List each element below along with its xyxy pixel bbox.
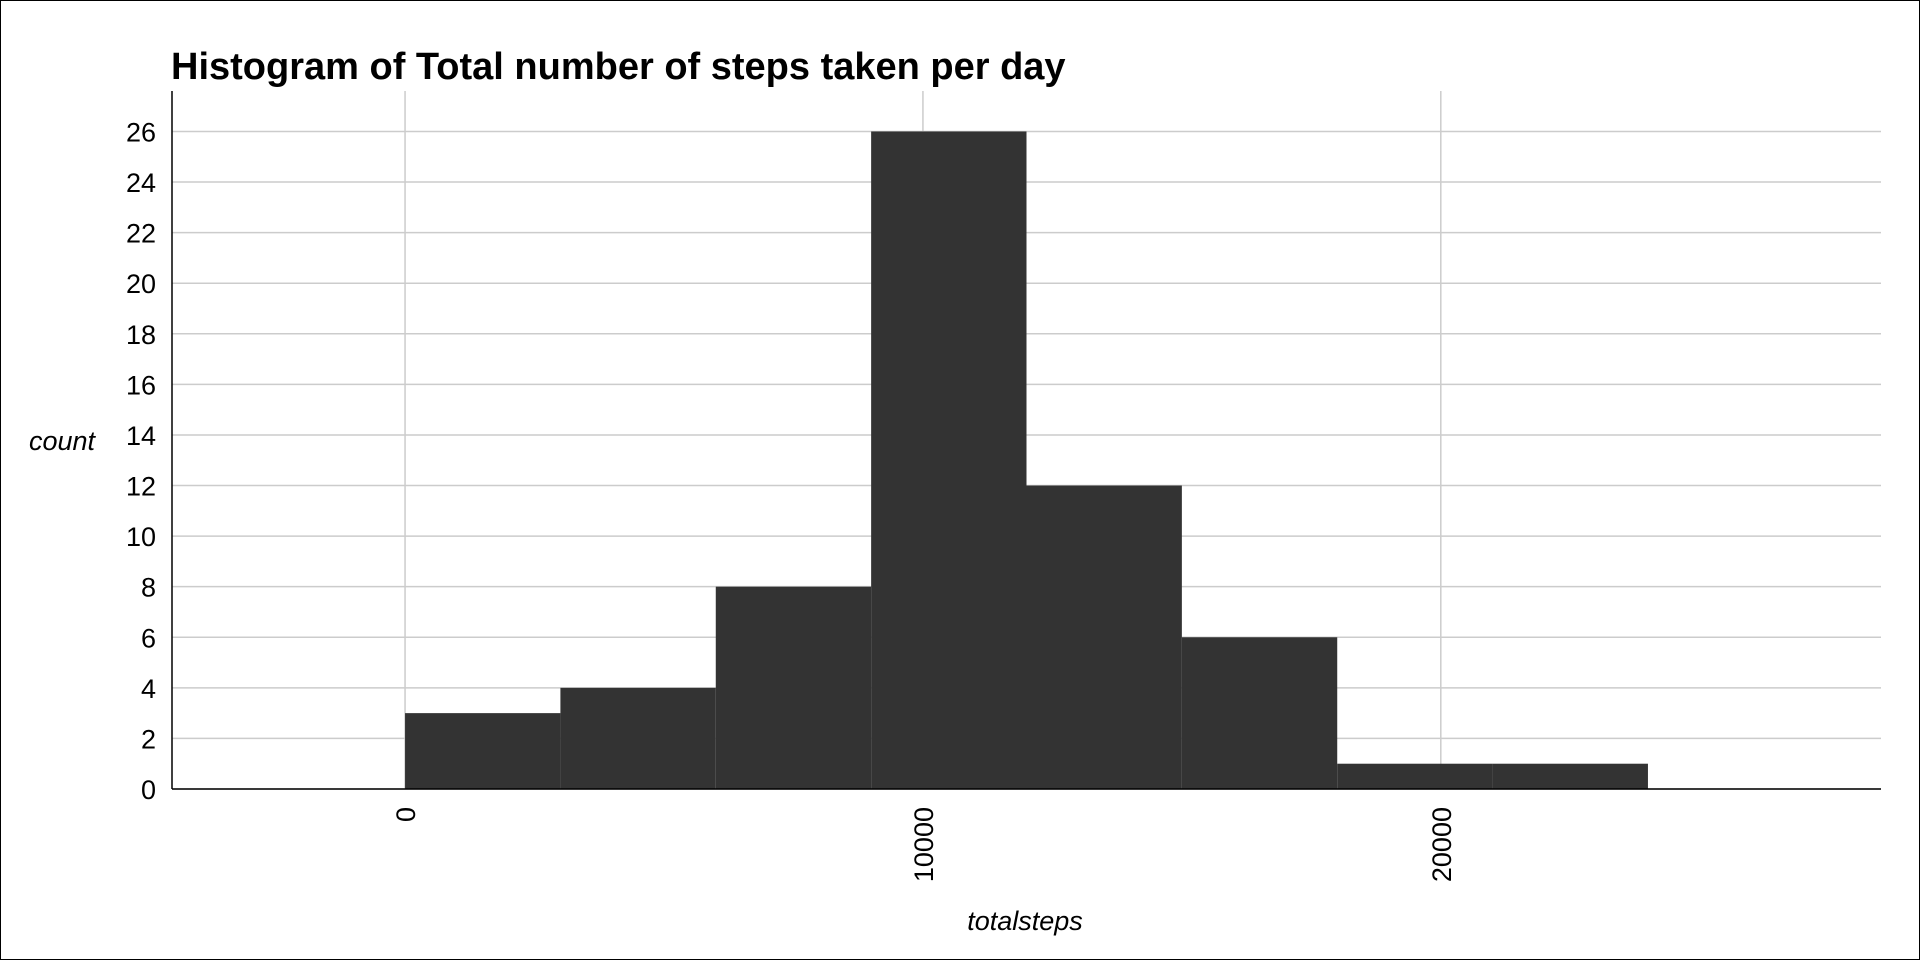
y-tick-label: 16 [126, 370, 156, 400]
y-tick-label: 2 [141, 724, 156, 754]
histogram-bar [1181, 637, 1338, 789]
y-tick-label: 24 [126, 168, 156, 198]
y-tick-label: 8 [141, 573, 156, 603]
chart-title: Histogram of Total number of steps taken… [171, 46, 1066, 88]
x-tick-label: 20000 [1427, 807, 1457, 882]
x-axis-ticks: 0 10000 20000 [391, 807, 1457, 882]
y-tick-label: 0 [141, 775, 156, 805]
histogram-bar [871, 131, 1027, 790]
y-tick-label: 26 [126, 117, 156, 147]
histogram-bars [405, 131, 1648, 790]
y-tick-label: 6 [141, 623, 156, 653]
histogram-bar [405, 713, 561, 789]
y-tick-label: 14 [126, 421, 156, 451]
x-tick-label: 0 [391, 807, 421, 822]
histogram-bar [560, 687, 716, 789]
y-tick-label: 10 [126, 522, 156, 552]
axes [171, 91, 1881, 790]
y-axis-title: count [29, 426, 97, 456]
x-tick-label: 10000 [909, 807, 939, 882]
x-axis-title: totalsteps [967, 906, 1083, 936]
y-tick-label: 12 [126, 472, 156, 502]
histogram-bar [1337, 763, 1493, 789]
y-tick-label: 22 [126, 219, 156, 249]
y-tick-label: 4 [141, 674, 156, 704]
histogram-bar [715, 586, 872, 789]
histogram-bar [1492, 763, 1648, 789]
y-tick-label: 20 [126, 269, 156, 299]
histogram-bar [1026, 485, 1182, 789]
y-tick-label: 18 [126, 320, 156, 350]
